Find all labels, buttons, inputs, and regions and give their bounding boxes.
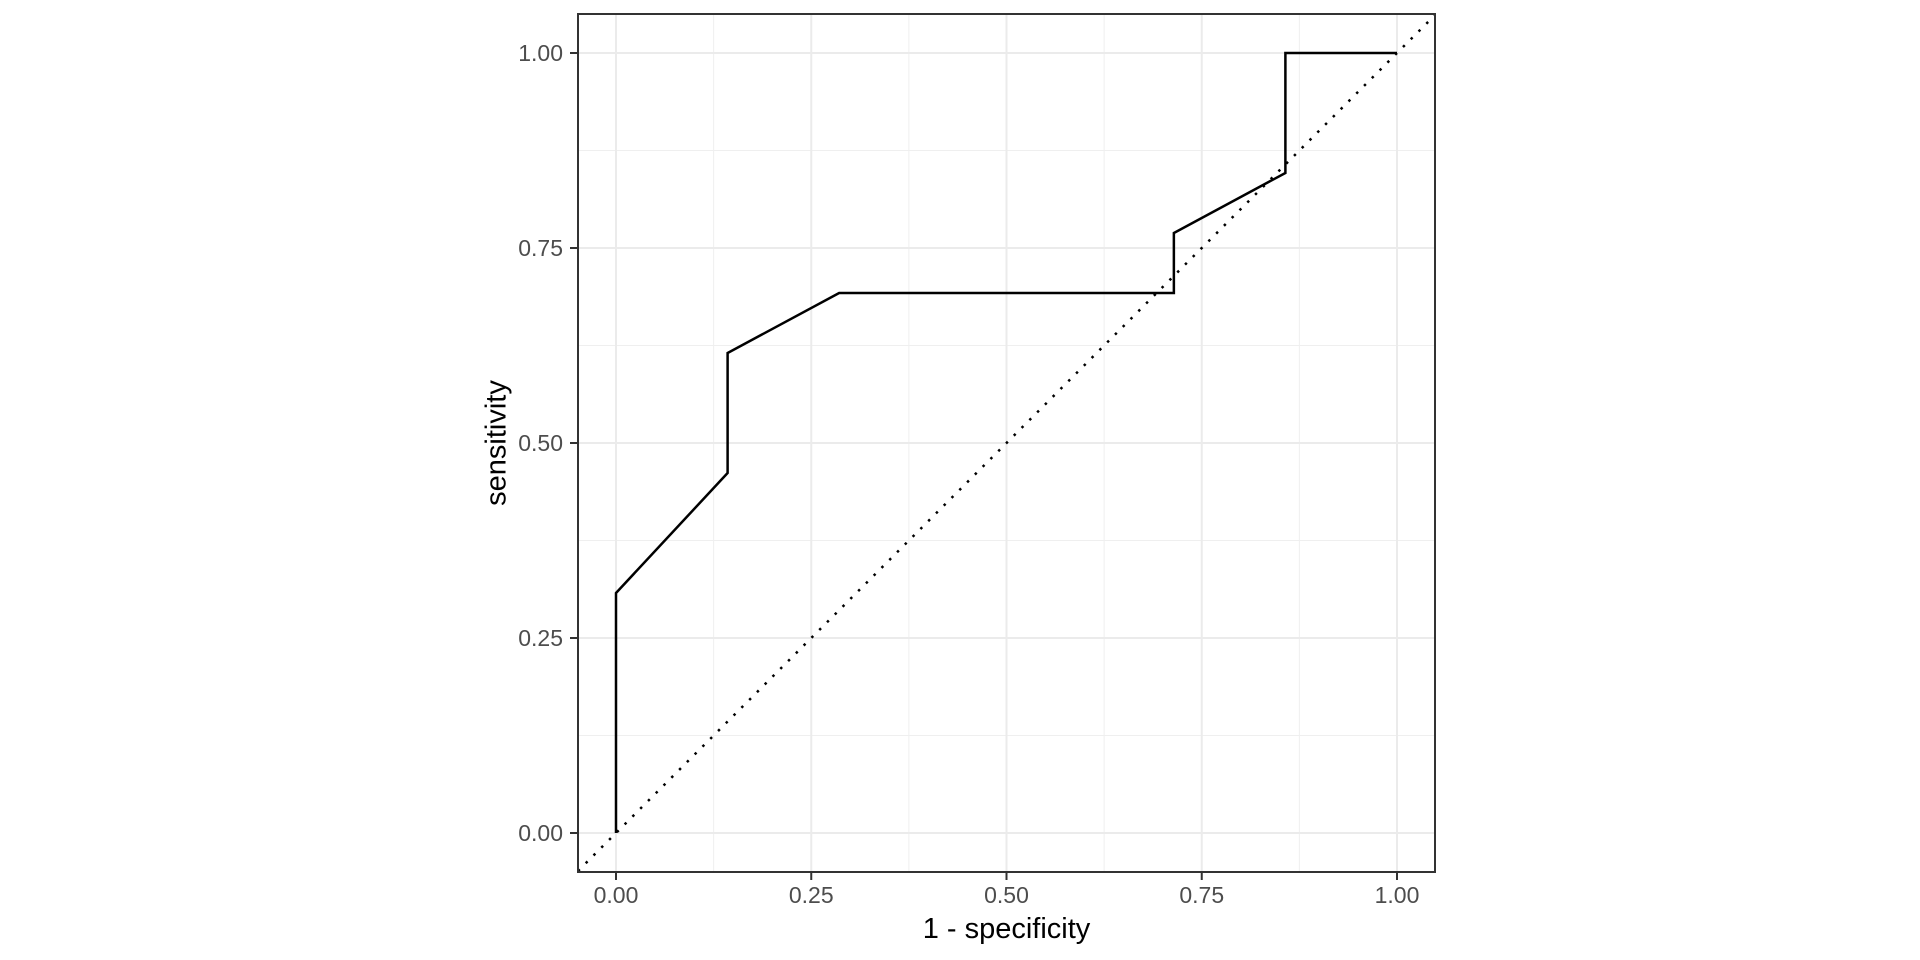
y-axis-title: sensitivity xyxy=(480,380,513,506)
x-tick-label: 0.00 xyxy=(594,882,639,908)
y-tick-label: 0.50 xyxy=(518,430,563,456)
x-axis-title: 1 - specificity xyxy=(922,913,1091,945)
y-tick-label: 0.75 xyxy=(518,235,563,261)
roc-curve-line xyxy=(614,51,1397,833)
x-tick-label: 0.25 xyxy=(789,882,834,908)
x-tick-label: 0.50 xyxy=(984,882,1029,908)
x-tick-label: 0.75 xyxy=(1179,882,1224,908)
y-tick-label: 0.25 xyxy=(518,625,563,651)
y-tick-label: 1.00 xyxy=(518,40,563,66)
y-tick-label: 0.00 xyxy=(518,820,563,846)
diagonal-reference-line xyxy=(577,14,1436,872)
x-tick-label: 1.00 xyxy=(1375,882,1420,908)
